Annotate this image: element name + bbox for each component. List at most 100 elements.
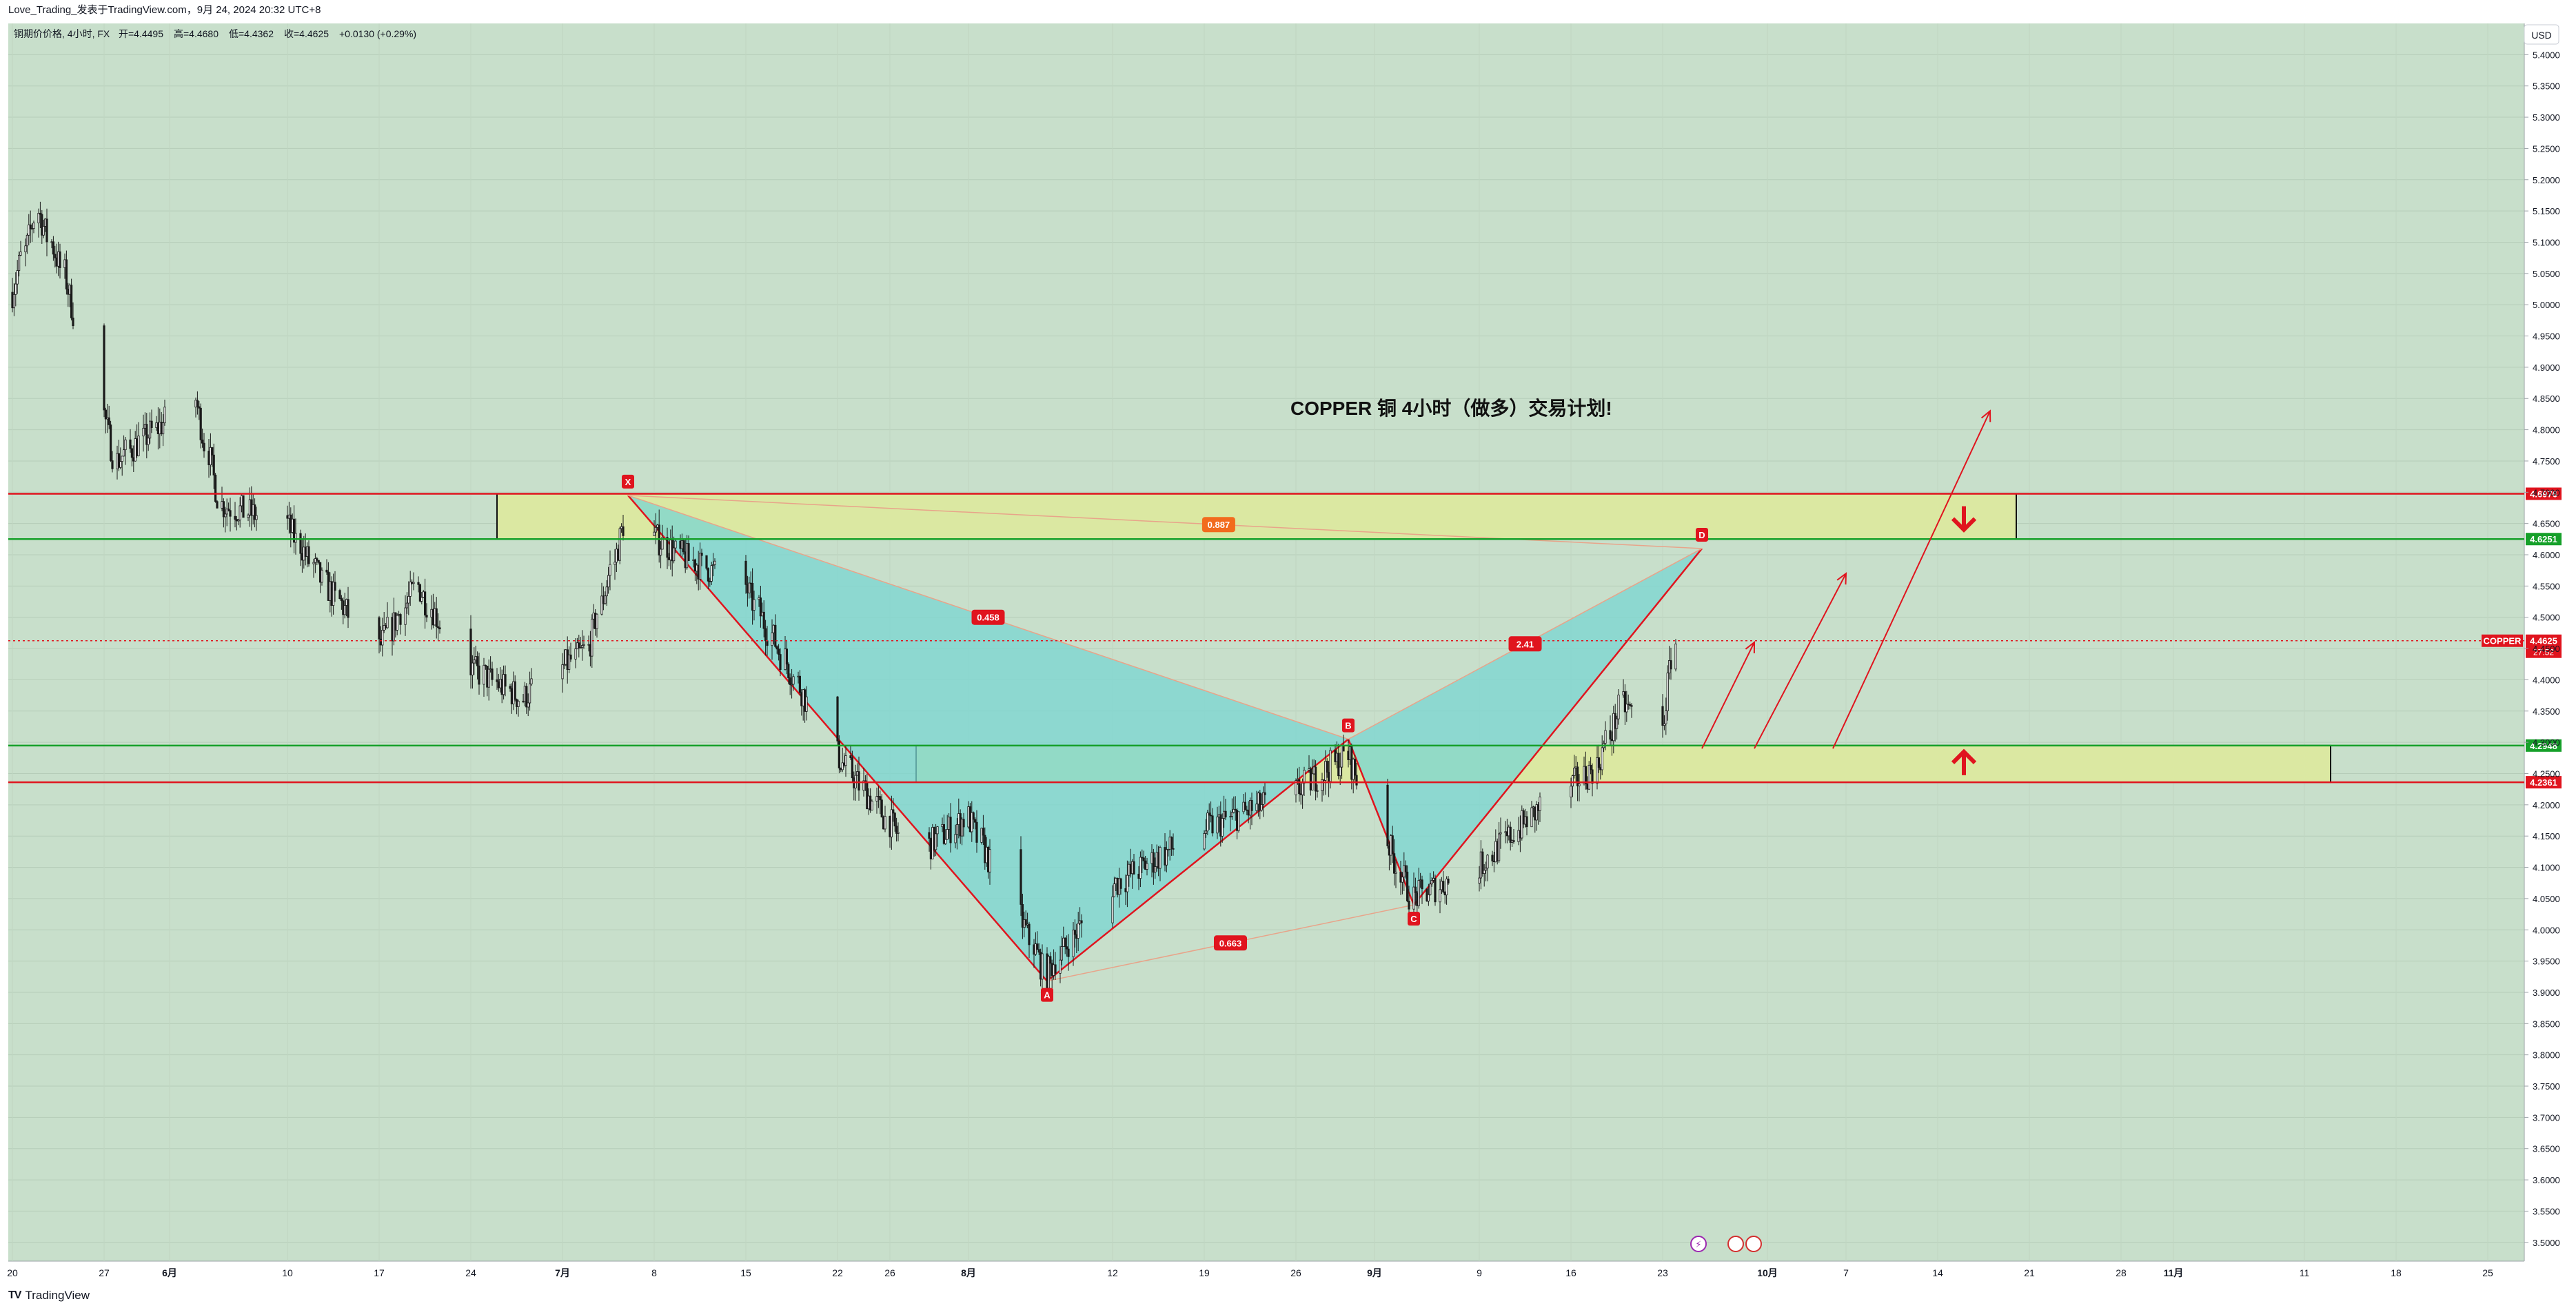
ratio-tag (1201, 517, 1235, 533)
price-levels: 4.6976 4.6251 4.2948 4.2361 COPPER 4.4625 27:5… (8, 487, 2562, 789)
candle-body (1303, 770, 1306, 784)
candle-body (255, 515, 258, 520)
y-tick-label: 4.8500 (2533, 394, 2560, 404)
candle-body (1665, 711, 1667, 724)
candle-body (871, 801, 873, 810)
candle-body (1326, 761, 1328, 773)
candle-body (607, 575, 610, 588)
candle-body (1429, 883, 1432, 895)
candle-body (1119, 878, 1122, 889)
candle-body (483, 664, 485, 685)
candle-body (600, 595, 603, 615)
candle-body (562, 664, 566, 666)
candle-body (39, 212, 42, 215)
candle-body (713, 560, 716, 565)
candle-body (1483, 870, 1485, 874)
y-tick-label: 5.2500 (2533, 143, 2560, 154)
candle-body (1172, 848, 1175, 850)
lightning-icon[interactable] (1690, 1236, 1707, 1252)
candle-body (1539, 797, 1541, 811)
flag-icon-1[interactable] (1727, 1236, 1744, 1252)
point-label: D (1698, 530, 1705, 540)
candle-body (527, 702, 529, 708)
candle-body (1663, 723, 1665, 726)
projection-arrowhead (1745, 640, 1756, 654)
candle-body (409, 582, 412, 597)
candle-body (199, 407, 202, 440)
candle-body (1216, 816, 1219, 834)
candle-body (1573, 768, 1576, 776)
candle-body (137, 436, 140, 456)
candle-body (1255, 804, 1258, 811)
lightning-glyph: ⚡ (1695, 1239, 1701, 1249)
candle-body (1221, 818, 1224, 837)
candle-body (1497, 833, 1501, 861)
candle-body (316, 558, 318, 561)
event-icons[interactable]: ⚡ (1690, 1236, 1762, 1252)
candle-body (1661, 706, 1664, 726)
candle-body (622, 526, 625, 536)
candle-body (1224, 810, 1227, 818)
candle-body (890, 809, 893, 837)
candle-body (1401, 877, 1403, 883)
y-tick-label: 4.4500 (2533, 644, 2560, 654)
candle-body (1059, 959, 1062, 974)
y-tick-label: 4.6500 (2533, 519, 2560, 529)
candle-body (682, 540, 685, 553)
candle-body (613, 562, 616, 565)
y-tick-label: 4.5000 (2533, 613, 2560, 623)
y-tick-label: 4.3500 (2533, 706, 2560, 717)
candle-body (340, 598, 343, 602)
projections (1701, 409, 1991, 775)
tv-logo-icon: TV (8, 1289, 21, 1301)
candle-body (343, 605, 346, 615)
candle-body (209, 447, 212, 466)
candle-body (412, 582, 415, 584)
y-tick-label: 3.7000 (2533, 1112, 2560, 1123)
plot-area (8, 23, 2524, 1261)
candle-body (1250, 799, 1253, 811)
candle-body (142, 427, 145, 437)
candle-body (119, 461, 122, 468)
candle-body (148, 420, 152, 439)
candle-body (1154, 866, 1157, 873)
candle-body (19, 252, 22, 256)
x-tick-label: 10 (282, 1267, 293, 1278)
candle-body (1478, 877, 1481, 883)
point-label: B (1345, 721, 1351, 731)
tradingview-logo[interactable]: TV TradingView (8, 1289, 90, 1302)
candle-body (491, 668, 494, 680)
candle-body (774, 624, 777, 647)
candle-body (791, 684, 793, 686)
candle-body (425, 615, 428, 617)
candle-body (785, 648, 788, 665)
x-tick-label: 7月 (555, 1267, 570, 1278)
point-tag (622, 474, 634, 489)
candle-body (1244, 801, 1246, 810)
y-tick-label: 5.0500 (2533, 269, 2560, 279)
y-tick-label: 5.3000 (2533, 112, 2560, 123)
candle-body (849, 755, 852, 758)
candle-body (424, 591, 427, 616)
candle-body (1080, 920, 1083, 923)
candle-body (247, 514, 250, 518)
candle-body (514, 681, 516, 700)
candle-body (1625, 704, 1628, 713)
candle-body (122, 449, 125, 457)
x-tick-label: 9月 (1367, 1267, 1382, 1278)
currency-button[interactable]: USD (2524, 24, 2559, 45)
candle-body (1417, 880, 1420, 906)
ratio-tag (1508, 636, 1542, 652)
y-tick-label: 3.8500 (2533, 1019, 2560, 1029)
y-tick-label: 5.1500 (2533, 206, 2560, 216)
y-tick-label: 5.1000 (2533, 237, 2560, 247)
candle-body (1337, 753, 1340, 777)
y-tick-label: 4.2500 (2533, 768, 2560, 779)
candle-body (744, 560, 747, 585)
candle-body (41, 214, 43, 236)
flag-icon-2[interactable] (1745, 1236, 1762, 1252)
candle-body (1588, 764, 1590, 790)
candle-body (591, 618, 594, 657)
candle-body (1525, 816, 1528, 828)
